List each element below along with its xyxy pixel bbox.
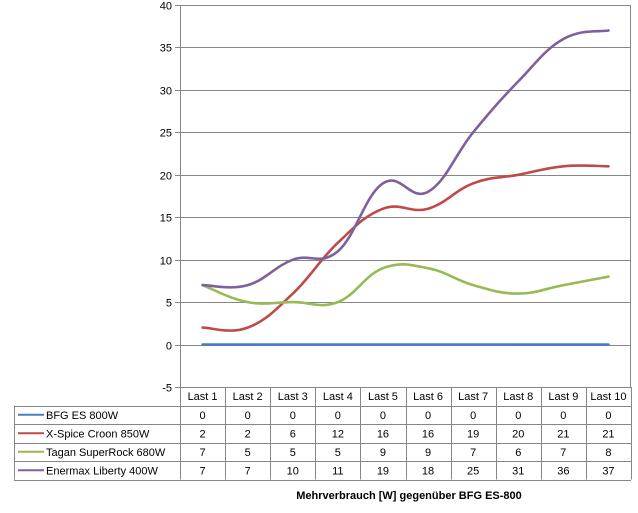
data-label: 16	[377, 428, 389, 440]
data-label: 2	[245, 428, 251, 440]
x-category-label: Last 6	[413, 391, 443, 403]
data-label: 37	[602, 465, 614, 477]
x-category-label: Last 9	[548, 391, 578, 403]
x-category-label: Last 3	[278, 391, 308, 403]
x-category-label: Last 4	[323, 391, 353, 403]
data-label: 9	[425, 447, 431, 459]
data-label: 9	[380, 447, 386, 459]
y-tick-label: 15	[160, 213, 172, 225]
y-tick-label: 10	[160, 256, 172, 268]
series-line-2	[201, 164, 610, 332]
x-category-label: Last 1	[188, 391, 218, 403]
data-label: 7	[199, 447, 205, 459]
x-category-label: Last 5	[368, 391, 398, 403]
x-category-label: Last 8	[503, 391, 533, 403]
data-label: 0	[605, 410, 611, 422]
y-tick-label: 5	[166, 298, 172, 310]
data-label: 19	[467, 428, 479, 440]
data-label: 19	[377, 465, 389, 477]
data-table: Last 1 Last 2 Last 3 Last 4 Last 5 Last 6 Last…	[14, 387, 632, 481]
y-tick-label: 0	[166, 341, 172, 353]
data-label: 6	[290, 428, 296, 440]
data-label: 8	[605, 447, 611, 459]
series-lines	[201, 29, 610, 346]
data-label: 0	[335, 410, 341, 422]
data-label: 7	[470, 447, 476, 459]
data-label: 10	[287, 465, 299, 477]
data-label: 5	[335, 447, 341, 459]
data-label: 0	[560, 410, 566, 422]
data-label: 7	[245, 465, 251, 477]
data-label: 0	[199, 410, 205, 422]
data-label: 31	[512, 465, 524, 477]
y-tick-label: 20	[160, 171, 172, 183]
data-label: 21	[557, 428, 569, 440]
y-tick-label: 30	[160, 86, 172, 98]
data-label: 36	[557, 465, 569, 477]
x-category-label: Last 10	[590, 391, 626, 403]
data-label: 0	[515, 410, 521, 422]
data-label: 16	[422, 428, 434, 440]
legend-label: BFG ES 800W	[46, 410, 119, 422]
data-label: 0	[245, 410, 251, 422]
series-line-3	[201, 263, 610, 307]
data-label: 20	[512, 428, 524, 440]
y-axis-ticks: -5 0 5 10 15 20 25 30 35 40	[160, 1, 172, 395]
data-label: 12	[332, 428, 344, 440]
legend-label: Enermax Liberty 400W	[46, 465, 158, 477]
data-label: 0	[425, 410, 431, 422]
data-label: 25	[467, 465, 479, 477]
series-line-4	[201, 29, 610, 289]
x-category-label: Last 7	[458, 391, 488, 403]
legend-label: X-Spice Croon 850W	[46, 428, 150, 440]
data-label: 6	[515, 447, 521, 459]
data-label: 0	[380, 410, 386, 422]
data-label: 2	[199, 428, 205, 440]
data-label: 0	[470, 410, 476, 422]
y-tick-label: -5	[162, 383, 172, 395]
data-label: 21	[602, 428, 614, 440]
y-tick-label: 25	[160, 128, 172, 140]
data-label: 7	[560, 447, 566, 459]
data-label: 0	[290, 410, 296, 422]
x-category-label: Last 2	[233, 391, 263, 403]
legend-label: Tagan SuperRock 680W	[46, 447, 166, 459]
data-label: 7	[199, 465, 205, 477]
x-axis-label: Mehrverbrauch [W] gegenüber BFG ES-800	[296, 490, 522, 502]
data-label: 11	[332, 465, 343, 477]
y-tick-label: 40	[160, 1, 172, 13]
y-tick-label: 35	[160, 43, 172, 55]
data-label: 5	[290, 447, 296, 459]
data-label: 18	[422, 465, 434, 477]
data-label: 5	[245, 447, 251, 459]
